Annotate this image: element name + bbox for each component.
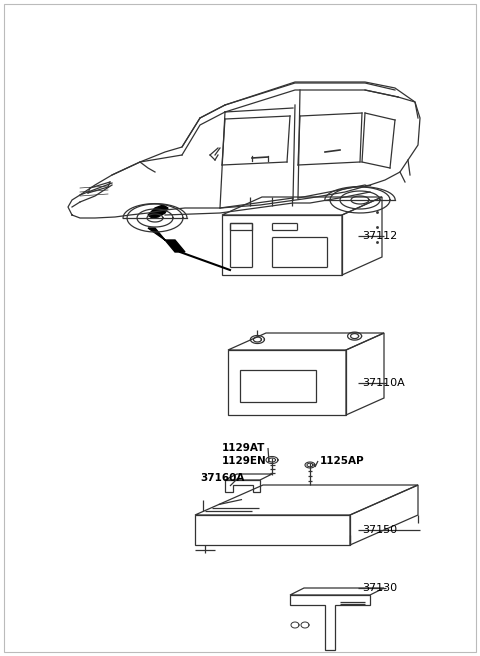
Text: 37112: 37112 (362, 231, 397, 241)
Text: 1125AP: 1125AP (320, 456, 365, 466)
Text: 1129AT: 1129AT (222, 443, 265, 453)
Text: 37160A: 37160A (200, 473, 244, 483)
Text: 37130: 37130 (362, 583, 397, 593)
Polygon shape (148, 228, 185, 252)
Text: 37110A: 37110A (362, 378, 405, 388)
Text: 1129EN: 1129EN (222, 456, 267, 466)
Polygon shape (148, 205, 168, 218)
Text: 37150: 37150 (362, 525, 397, 535)
